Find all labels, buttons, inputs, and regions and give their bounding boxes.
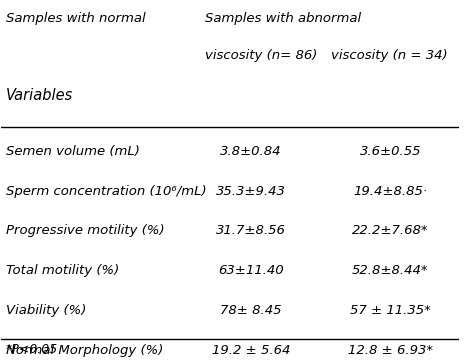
Text: 22.2±7.68*: 22.2±7.68*: [352, 225, 428, 238]
Text: Samples with normal: Samples with normal: [6, 12, 146, 25]
Text: 19.4±8.85·: 19.4±8.85·: [353, 184, 427, 197]
Text: Samples with abnormal: Samples with abnormal: [205, 12, 361, 25]
Text: 3.6±0.55: 3.6±0.55: [359, 145, 421, 158]
Text: 31.7±8.56: 31.7±8.56: [216, 225, 286, 238]
Text: Normal Morphology (%): Normal Morphology (%): [6, 344, 164, 357]
Text: Semen volume (mL): Semen volume (mL): [6, 145, 140, 158]
Text: 63±11.40: 63±11.40: [218, 265, 283, 278]
Text: 78± 8.45: 78± 8.45: [220, 304, 282, 317]
Text: 12.8 ± 6.93*: 12.8 ± 6.93*: [348, 344, 433, 357]
Text: 19.2 ± 5.64: 19.2 ± 5.64: [211, 344, 290, 357]
Text: Progressive motility (%): Progressive motility (%): [6, 225, 164, 238]
Text: *P<0.05: *P<0.05: [6, 343, 58, 356]
Text: Total motility (%): Total motility (%): [6, 265, 119, 278]
Text: viscosity (n = 34): viscosity (n = 34): [331, 49, 447, 62]
Text: Viability (%): Viability (%): [6, 304, 86, 317]
Text: Variables: Variables: [6, 88, 73, 103]
Text: viscosity (n= 86): viscosity (n= 86): [205, 49, 317, 62]
Text: 35.3±9.43: 35.3±9.43: [216, 184, 286, 197]
Text: 3.8±0.84: 3.8±0.84: [220, 145, 282, 158]
Text: Sperm concentration (10⁶/mL): Sperm concentration (10⁶/mL): [6, 184, 207, 197]
Text: 52.8±8.44*: 52.8±8.44*: [352, 265, 428, 278]
Text: 57 ± 11.35*: 57 ± 11.35*: [350, 304, 430, 317]
